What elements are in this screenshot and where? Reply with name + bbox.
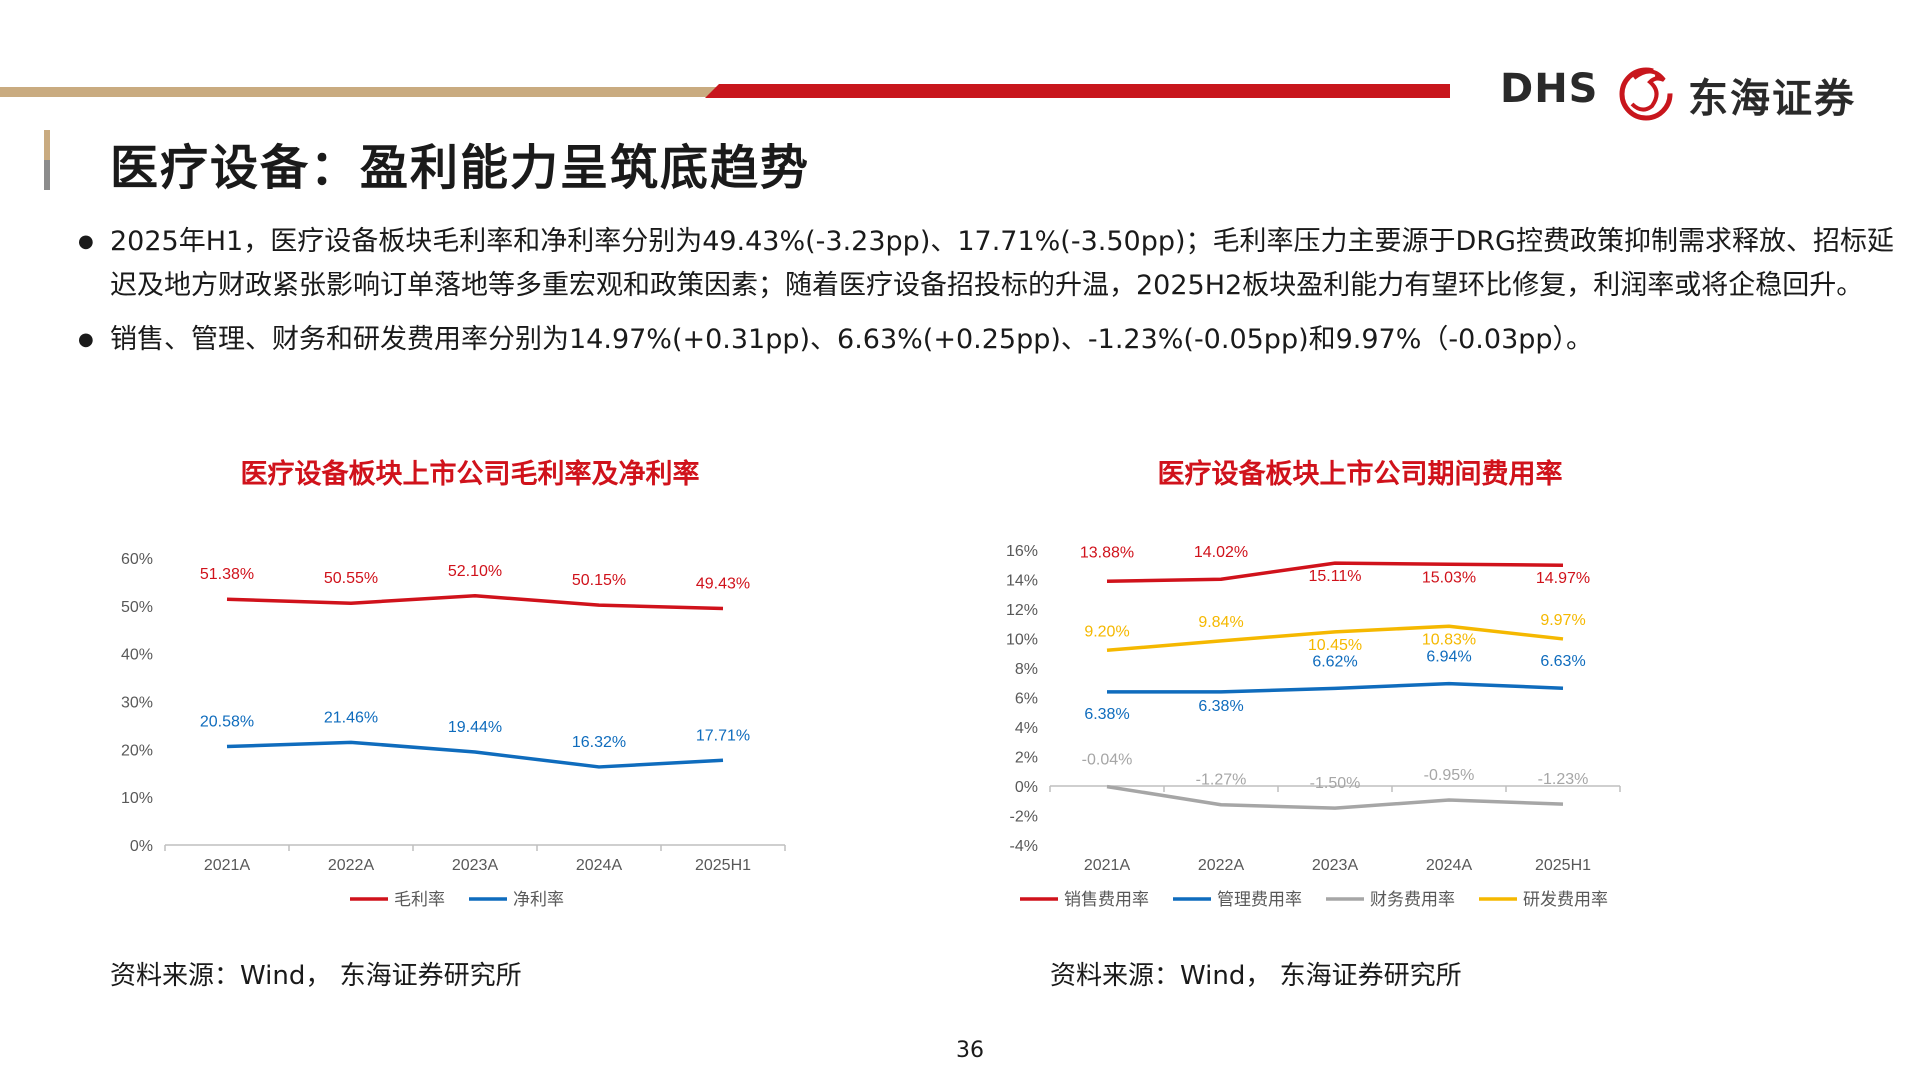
y-tick-label: 0% — [130, 838, 153, 855]
data-label: 6.63% — [1540, 653, 1585, 670]
x-tick-label: 2023A — [1312, 857, 1359, 874]
x-tick-label: 2022A — [1198, 857, 1245, 874]
x-tick-label: 2025H1 — [1535, 857, 1591, 874]
x-tick-label: 2023A — [452, 857, 499, 874]
data-label: 20.58% — [200, 714, 254, 731]
y-tick-label: 10% — [121, 790, 153, 807]
data-label: -1.50% — [1310, 775, 1361, 792]
legend-label: 毛利率 — [394, 890, 445, 909]
y-tick-label: 10% — [1006, 632, 1038, 649]
chart-source-left: 资料来源：Wind， 东海证券研究所 — [110, 961, 522, 991]
x-tick-label: 2025H1 — [695, 857, 751, 874]
dragon-emblem-icon — [1619, 67, 1673, 121]
title-accent-bar — [44, 130, 50, 190]
data-label: 17.71% — [696, 727, 750, 744]
data-label: 19.44% — [448, 719, 502, 736]
y-tick-label: -2% — [1010, 809, 1038, 826]
series-line-2 — [226, 740, 724, 769]
data-label: 51.38% — [200, 566, 254, 583]
x-tick-label: 2021A — [1084, 857, 1131, 874]
chart-title-margins: 医疗设备板块上市公司毛利率及净利率 — [240, 459, 700, 490]
y-tick-label: 60% — [121, 551, 153, 568]
data-label: 15.03% — [1422, 569, 1476, 586]
y-tick-label: 40% — [121, 647, 153, 664]
y-tick-label: 50% — [121, 599, 153, 616]
logo-latin-text: DHS — [1500, 66, 1599, 112]
x-tick-label: 2024A — [576, 857, 623, 874]
bullet-list: 2025年H1，医疗设备板块毛利率和净利率分别为49.43%(-3.23pp)、… — [78, 220, 1898, 372]
y-tick-label: 12% — [1006, 602, 1038, 619]
data-label: 14.97% — [1536, 570, 1590, 587]
series-line-4 — [1106, 624, 1564, 653]
legend-label: 管理费用率 — [1217, 890, 1302, 909]
data-label: -1.23% — [1538, 771, 1589, 788]
data-label: 15.11% — [1308, 568, 1361, 585]
legend-label: 财务费用率 — [1370, 890, 1455, 909]
data-label: 9.97% — [1540, 612, 1585, 629]
chart-source-right: 资料来源：Wind， 东海证券研究所 — [1050, 961, 1462, 991]
data-label: 21.46% — [324, 709, 378, 726]
data-label: 6.62% — [1312, 653, 1357, 670]
series-line-2 — [1107, 681, 1564, 694]
data-label: 10.45% — [1308, 637, 1362, 654]
page-title: 医疗设备：盈利能力呈筑底趋势 — [110, 140, 811, 196]
data-label: 6.38% — [1084, 706, 1129, 723]
header-band-red — [705, 84, 1450, 98]
y-tick-label: 30% — [121, 695, 153, 712]
margin-line-chart: 0% 10% 20% 30% 40% 50% 60% 2021A 2022A 2023A 2024A… — [121, 551, 786, 909]
chart-title-expenses: 医疗设备板块上市公司期间费用率 — [1157, 459, 1563, 490]
series-line-1 — [1106, 561, 1564, 584]
data-label: 49.43% — [696, 576, 750, 593]
y-tick-label: 4% — [1015, 720, 1038, 737]
y-tick-label: 0% — [1015, 779, 1038, 796]
y-tick-label: -4% — [1010, 838, 1038, 855]
legend-label: 研发费用率 — [1523, 890, 1608, 909]
company-logo: DHS 东海证券 — [1500, 58, 1880, 128]
data-label: -0.04% — [1082, 752, 1133, 769]
data-label: 16.32% — [572, 734, 626, 751]
page-number: 36 — [956, 1038, 984, 1063]
legend-label: 销售费用率 — [1064, 890, 1149, 909]
data-label: -1.27% — [1196, 772, 1247, 789]
y-tick-label: 2% — [1015, 750, 1038, 767]
data-label: -0.95% — [1424, 767, 1475, 784]
header-band-tan — [0, 87, 720, 97]
legend-label: 净利率 — [513, 890, 564, 909]
y-tick-label: 14% — [1006, 573, 1038, 590]
data-label: 50.15% — [572, 572, 626, 589]
data-label: 9.84% — [1198, 614, 1243, 631]
y-tick-label: 6% — [1015, 691, 1038, 708]
data-label: 14.02% — [1194, 544, 1248, 561]
bullet-item-margins: 2025年H1，医疗设备板块毛利率和净利率分别为49.43%(-3.23pp)、… — [78, 220, 1898, 308]
x-tick-label: 2022A — [328, 857, 375, 874]
data-label: 13.88% — [1080, 544, 1134, 561]
y-tick-label: 20% — [121, 742, 153, 759]
data-label: 6.38% — [1198, 698, 1243, 715]
data-label: 52.10% — [448, 563, 502, 580]
series-line-3 — [1106, 784, 1564, 810]
x-tick-label: 2024A — [1426, 857, 1473, 874]
data-label: 9.20% — [1084, 623, 1129, 640]
expense-ratio-line-chart: -4% -2% 0% 2% 4% 6% 8% 10% 12% 14% 16% 2021A 2022A 20… — [1006, 543, 1621, 909]
data-label: 50.55% — [324, 570, 378, 587]
y-tick-label: 8% — [1015, 661, 1038, 678]
y-tick-label: 16% — [1006, 543, 1038, 560]
data-label: 10.83% — [1422, 631, 1476, 648]
logo-chinese-text: 东海证券 — [1688, 76, 1856, 122]
bullet-item-expenses: 销售、管理、财务和研发费用率分别为14.97%(+0.31pp)、6.63%(+… — [78, 318, 1898, 362]
series-line-1 — [226, 594, 724, 611]
x-tick-label: 2021A — [204, 857, 251, 874]
data-label: 6.94% — [1426, 649, 1471, 666]
